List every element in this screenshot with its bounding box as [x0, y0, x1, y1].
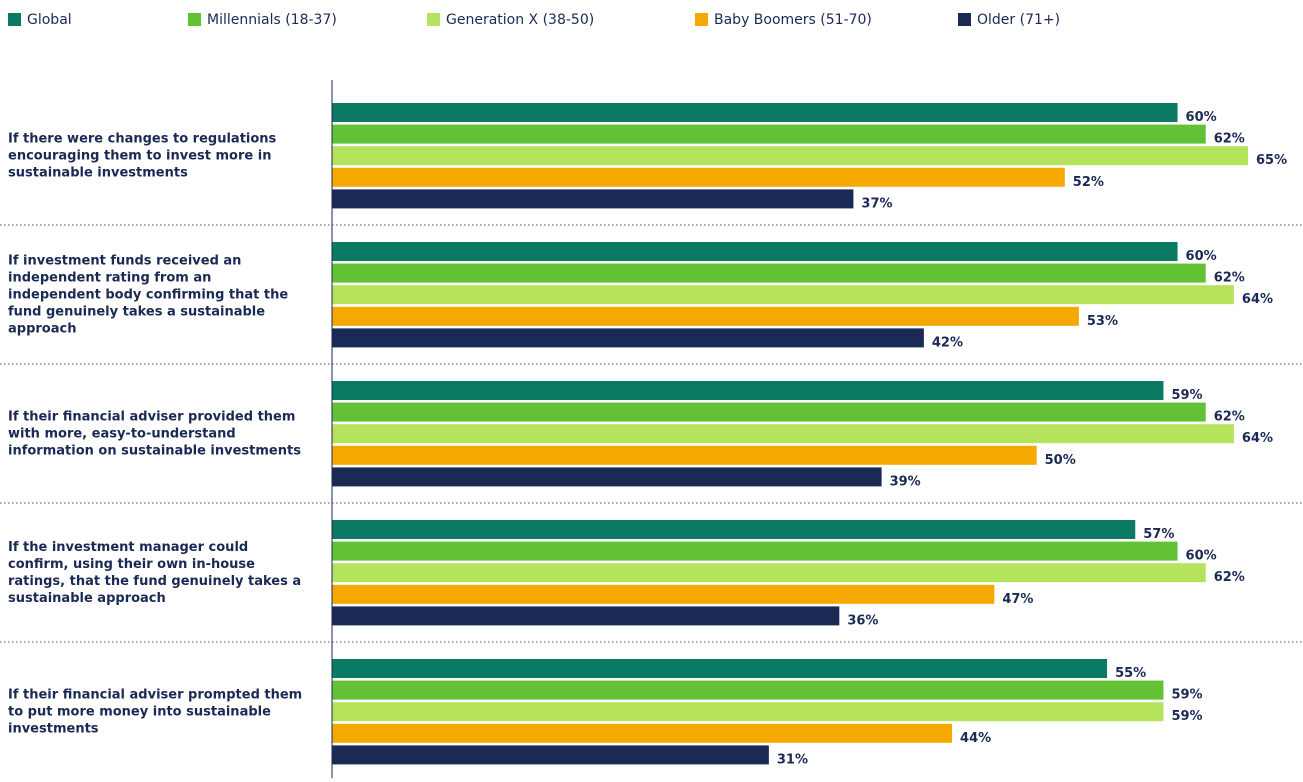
value-label: 44% [960, 731, 991, 746]
category-label: If investment funds received an independ… [8, 253, 289, 337]
bar [332, 467, 882, 487]
value-label: 59% [1171, 388, 1202, 403]
value-label: 62% [1214, 271, 1245, 286]
bar [332, 242, 1178, 261]
legend-swatch [695, 13, 708, 26]
legend-label: Millennials (18-37) [207, 12, 337, 28]
bar [332, 124, 1206, 144]
bar [332, 702, 1164, 722]
category-label: If the investment manager could confirm,… [8, 539, 302, 606]
value-label: 55% [1115, 666, 1146, 681]
bar [332, 167, 1065, 187]
value-label: 64% [1242, 431, 1273, 446]
bar [332, 328, 924, 348]
bar [332, 520, 1136, 539]
value-label: 52% [1073, 175, 1104, 190]
bar [332, 745, 769, 765]
value-label: 62% [1214, 132, 1245, 147]
bar [332, 659, 1108, 678]
bar [332, 189, 854, 209]
bar [332, 445, 1037, 465]
bar [332, 306, 1079, 326]
bar [332, 263, 1206, 283]
legend-swatch [8, 13, 21, 26]
legend-swatch [958, 13, 971, 26]
value-label: 60% [1186, 549, 1217, 564]
value-label: 62% [1214, 570, 1245, 585]
value-label: 57% [1143, 527, 1174, 542]
legend-label: Baby Boomers (51-70) [714, 12, 872, 28]
bar [332, 606, 840, 626]
legend-swatch [188, 13, 201, 26]
value-label: 59% [1171, 709, 1202, 724]
value-label: 60% [1186, 249, 1217, 264]
category-label: If their financial adviser prompted them… [8, 687, 303, 737]
value-label: 62% [1214, 410, 1245, 425]
bar [332, 381, 1164, 400]
bar [332, 285, 1234, 305]
category-label: If there were changes to regulations enc… [8, 131, 277, 181]
bar [332, 584, 995, 604]
category-label: If their financial adviser provided them… [8, 409, 301, 459]
bar [332, 563, 1206, 583]
value-label: 37% [861, 196, 892, 211]
legend-label: Generation X (38-50) [446, 12, 594, 28]
value-label: 60% [1186, 110, 1217, 125]
bar [332, 402, 1206, 422]
value-label: 36% [847, 613, 878, 628]
bar [332, 723, 953, 743]
value-label: 64% [1242, 292, 1273, 307]
bar [332, 541, 1178, 561]
bar [332, 424, 1234, 444]
bar [332, 146, 1248, 166]
bar [332, 103, 1178, 122]
value-label: 59% [1171, 688, 1202, 703]
value-label: 53% [1087, 314, 1118, 329]
value-label: 42% [932, 335, 963, 350]
legend-label: Global [27, 12, 72, 28]
value-label: 50% [1045, 453, 1076, 468]
value-label: 47% [1002, 592, 1033, 607]
legend-swatch [427, 13, 440, 26]
legend-label: Older (71+) [977, 12, 1060, 28]
value-label: 39% [890, 474, 921, 489]
bar [332, 680, 1164, 700]
value-label: 31% [777, 752, 808, 767]
value-label: 65% [1256, 153, 1287, 168]
